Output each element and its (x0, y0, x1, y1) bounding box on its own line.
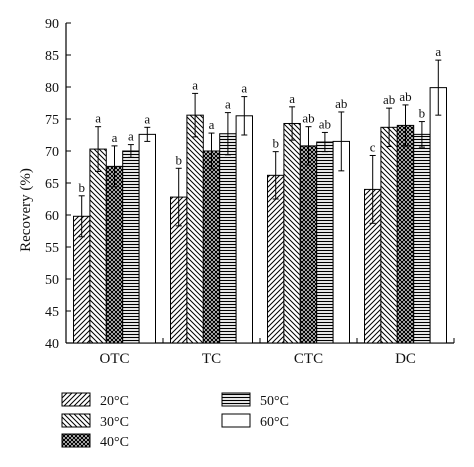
legend-swatch (61, 433, 91, 448)
bar (267, 174, 285, 344)
legend-label: 30°C (100, 415, 129, 430)
significance-label: a (241, 81, 247, 96)
y-tick-label: 80 (45, 81, 59, 96)
x-category-label: CTC (294, 351, 323, 367)
significance-label: b (419, 106, 426, 121)
y-axis-title: Recovery (%) (18, 168, 34, 252)
significance-label: a (192, 77, 198, 92)
y-tick-label: 70 (45, 145, 59, 160)
significance-label: b (78, 180, 85, 195)
significance-label: a (225, 97, 231, 112)
significance-label: a (95, 111, 101, 126)
bar (235, 115, 254, 344)
legend-swatch (221, 413, 251, 428)
bar (219, 133, 237, 344)
significance-label: ab (383, 92, 395, 107)
x-category-label: TC (202, 351, 221, 367)
significance-label: ab (335, 96, 347, 111)
y-tick-label: 40 (45, 337, 59, 352)
bar (413, 133, 431, 344)
significance-label: a (112, 130, 118, 145)
y-tick-label: 65 (45, 177, 59, 192)
bar (332, 140, 351, 344)
y-tick-label: 45 (45, 305, 59, 320)
legend-swatch (61, 392, 91, 407)
bar (186, 114, 204, 344)
significance-label: a (435, 44, 441, 59)
y-tick-label: 85 (45, 49, 59, 64)
bar (316, 141, 334, 344)
significance-label: a (209, 117, 215, 132)
y-tick-label: 55 (45, 241, 59, 256)
bar (138, 133, 157, 344)
bar (89, 148, 107, 344)
x-category-label: DC (395, 351, 416, 367)
significance-label: c (370, 139, 376, 154)
legend: 20°C 30°C 40°C 50°C 60°C (61, 392, 289, 450)
bar (122, 150, 140, 344)
y-tick-label: 75 (45, 113, 59, 128)
legend-swatch (61, 413, 91, 428)
bar (396, 124, 415, 344)
significance-label: a (289, 91, 295, 106)
significance-label: a (144, 111, 150, 126)
bar (429, 87, 448, 344)
bar (380, 126, 398, 344)
significance-label: ab (319, 116, 331, 131)
legend-label: 20°C (100, 394, 129, 409)
x-category-label: OTC (100, 351, 130, 367)
significance-label: b (175, 152, 182, 167)
legend-label: 50°C (260, 394, 289, 409)
significance-label: a (128, 129, 134, 144)
legend-label: 40°C (100, 435, 129, 450)
bar (299, 145, 318, 344)
legend-swatch (221, 392, 251, 407)
significance-label: b (272, 136, 279, 151)
y-tick-label: 50 (45, 273, 59, 288)
significance-label: ab (302, 111, 314, 126)
y-tick-label: 90 (45, 17, 59, 32)
y-tick-label: 60 (45, 209, 59, 224)
legend-label: 60°C (260, 415, 289, 430)
bar (202, 150, 221, 344)
significance-label: ab (399, 89, 411, 104)
bar (105, 165, 124, 344)
bar (283, 122, 301, 344)
